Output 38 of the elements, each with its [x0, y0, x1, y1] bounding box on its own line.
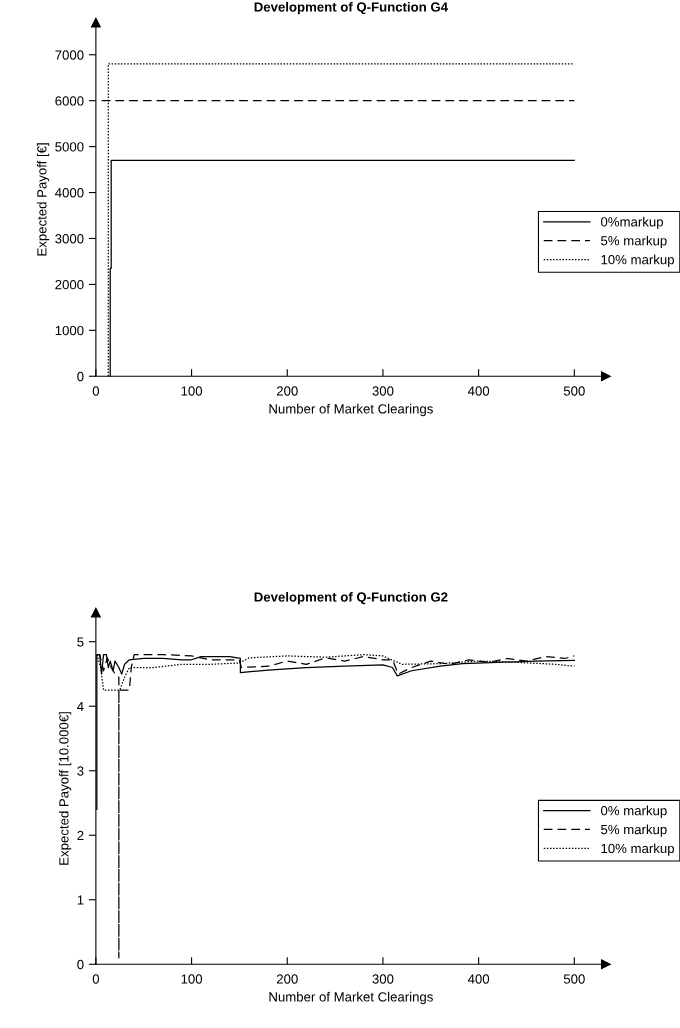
y-tick-label: 2: [77, 830, 84, 841]
x-tick-label: 300: [372, 974, 394, 984]
x-tick-label: 0: [92, 386, 100, 396]
legend-label: 0%markup: [601, 216, 663, 230]
y-axis-title: Expected Payoff [€]: [36, 143, 50, 256]
y-tick-label: 0: [77, 959, 84, 970]
x-tick-label: 200: [276, 386, 298, 396]
y-tick-label: 5: [77, 637, 84, 647]
y-tick-label: 5000: [55, 142, 84, 152]
y-axis-title: Expected Payoff [10.000€]: [58, 712, 72, 865]
x-tick-label: 100: [181, 974, 203, 984]
x-tick-label: 100: [181, 386, 203, 396]
y-tick-label: 2000: [55, 279, 84, 290]
y-tick-label: 4: [77, 701, 84, 712]
x-tick-label: 400: [467, 974, 490, 984]
legend-label: 5% markup: [601, 824, 667, 837]
x-tick-label: 300: [372, 386, 394, 396]
chart-title: Development of Q-Function G4: [254, 1, 448, 15]
x-tick-label: 0: [92, 974, 100, 984]
y-tick-label: 1000: [55, 325, 84, 336]
y-tick-label: 1: [77, 895, 84, 905]
y-tick-label: 0: [77, 371, 84, 382]
y-tick-label: 6000: [55, 96, 84, 106]
legend-label: 10% markup: [601, 254, 674, 267]
legend-label: 0% markup: [601, 805, 667, 818]
legend-label: 5% markup: [601, 235, 667, 249]
x-tick-label: 400: [467, 386, 490, 396]
legend-label: 10% markup: [601, 843, 674, 856]
chart-title: Development of Q-Function G2: [254, 592, 448, 605]
x-tick-label: 500: [563, 386, 585, 396]
y-tick-label: 3: [77, 766, 84, 776]
x-axis-title: Number of Market Clearings: [269, 991, 433, 1005]
x-axis-title: Number of Market Clearings: [269, 403, 433, 417]
x-tick-label: 200: [276, 974, 298, 984]
y-tick-label: 4000: [55, 188, 84, 198]
y-tick-label: 3000: [55, 234, 84, 244]
x-tick-label: 500: [563, 974, 585, 984]
y-tick-label: 7000: [55, 50, 84, 60]
